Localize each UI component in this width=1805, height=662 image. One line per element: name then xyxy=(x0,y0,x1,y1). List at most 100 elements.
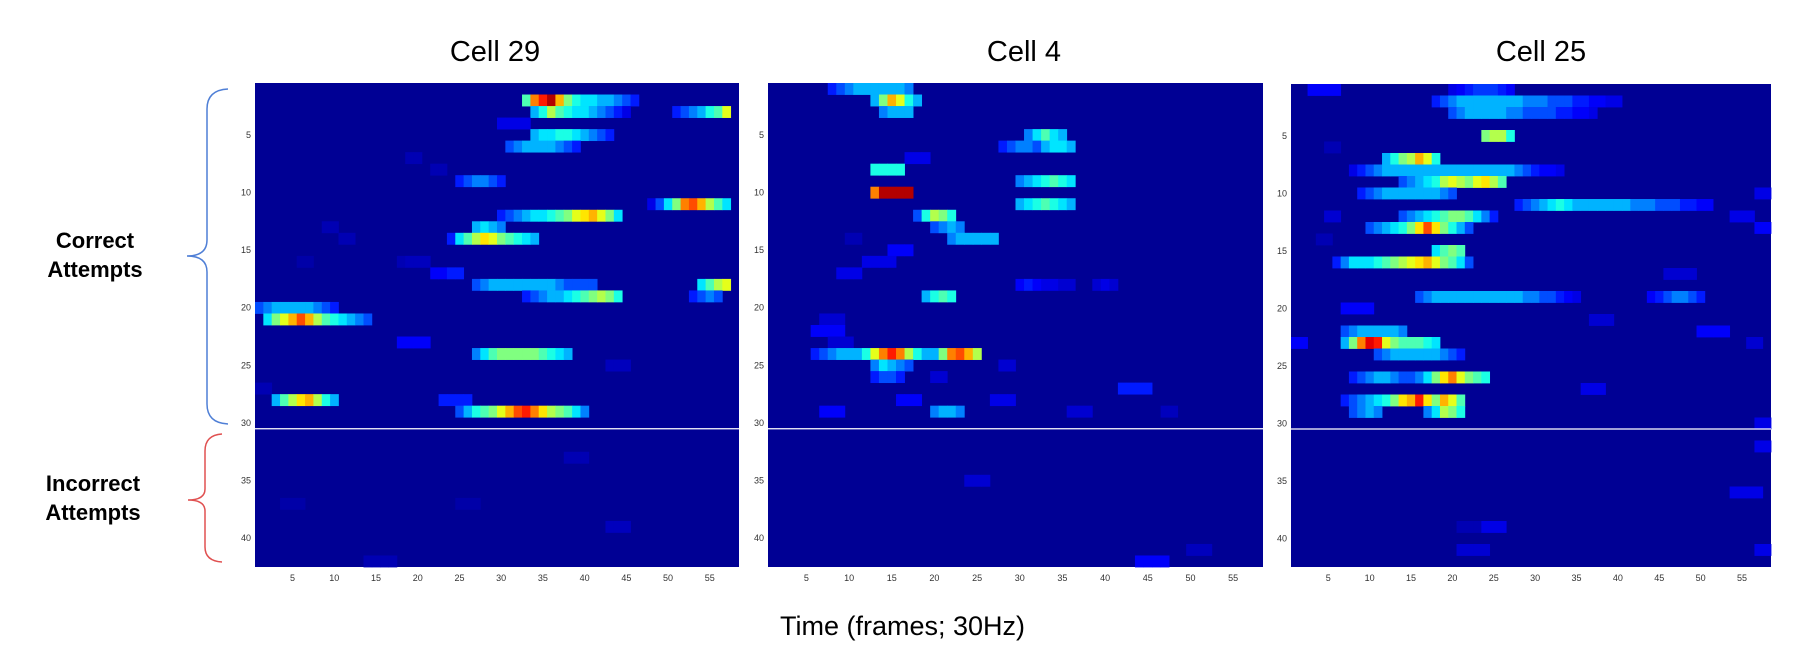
heatmap-cell xyxy=(471,232,481,245)
x-axis-label: Time (frames; 30Hz) xyxy=(779,611,1026,641)
heatmap-cell xyxy=(1481,521,1491,533)
heatmap-cell xyxy=(1382,371,1391,384)
x-tick-label: 25 xyxy=(972,573,982,583)
heatmap-cell xyxy=(836,348,846,360)
heatmap-cell xyxy=(338,232,348,245)
heatmap-cell xyxy=(555,106,565,118)
heatmap-cell xyxy=(1186,543,1196,556)
heatmap-cell xyxy=(1555,199,1565,211)
heatmap-cell xyxy=(1406,256,1416,269)
heatmap-cell xyxy=(580,209,590,222)
heatmap-cell xyxy=(513,117,523,130)
heatmap-cell xyxy=(887,83,897,95)
heatmap-cell xyxy=(1473,521,1482,533)
heatmap-cell xyxy=(363,313,373,326)
heatmap-cell xyxy=(572,129,581,142)
heatmap-cell xyxy=(819,348,829,360)
heatmap-cell xyxy=(555,290,565,303)
heatmap-cell xyxy=(1315,84,1325,96)
x-tick-label: 25 xyxy=(1489,573,1499,583)
heatmap-cell xyxy=(1506,291,1515,303)
heatmap-cell xyxy=(1324,84,1333,96)
heatmap-cell xyxy=(1415,348,1424,361)
heatmap-cell xyxy=(1315,233,1325,246)
heatmap-cell xyxy=(505,278,515,291)
heatmap-cell xyxy=(1448,245,1457,257)
heatmap-cell xyxy=(1431,394,1441,407)
heatmap-cell xyxy=(463,405,473,418)
y-tick-label: 10 xyxy=(754,187,764,197)
heatmap-cell xyxy=(1473,176,1482,188)
heatmap-cell xyxy=(887,371,897,384)
heatmap-cell xyxy=(1049,198,1059,211)
heatmap-cell xyxy=(1679,268,1689,280)
heatmap-cell xyxy=(438,163,448,176)
heatmap-cell xyxy=(346,313,356,326)
heatmap-cell xyxy=(1489,107,1499,119)
heatmap-cell xyxy=(555,348,565,360)
heatmap-cell xyxy=(896,83,905,95)
heatmap-cell xyxy=(1613,199,1623,211)
heatmap-cell xyxy=(1464,222,1474,234)
heatmap-cell xyxy=(563,451,573,464)
y-tick-label: 10 xyxy=(1277,188,1287,198)
heatmap-cell xyxy=(989,232,999,245)
x-tick-label: 30 xyxy=(1015,573,1025,583)
heatmap-cell xyxy=(1464,291,1474,303)
heatmap-cell xyxy=(1448,222,1457,234)
x-tick-label: 25 xyxy=(454,573,464,583)
heatmap-cell xyxy=(1646,199,1656,211)
heatmap-cell xyxy=(530,290,540,303)
heatmap-cell xyxy=(613,209,623,222)
heatmap-cell xyxy=(463,497,473,510)
heatmap-cell xyxy=(1497,130,1507,142)
heatmap-cell xyxy=(288,313,298,326)
heatmap-cell xyxy=(530,209,540,222)
heatmap-cell xyxy=(605,359,615,372)
heatmap-cell xyxy=(572,106,581,118)
heatmap-cell xyxy=(1481,371,1491,384)
x-tick-label: 55 xyxy=(705,573,715,583)
heatmap-cell xyxy=(964,348,974,360)
heatmap-cell xyxy=(1456,256,1466,269)
heatmap-cell xyxy=(680,198,690,211)
heatmap-cell xyxy=(896,359,905,372)
heatmap-cell xyxy=(896,371,905,384)
heatmap-cell xyxy=(1456,222,1466,234)
heatmap-cell xyxy=(380,555,389,568)
heatmap-cell xyxy=(1580,107,1590,119)
heatmap-cell xyxy=(1041,175,1051,188)
heatmap-background xyxy=(768,83,1263,567)
x-tick-label: 55 xyxy=(1228,573,1238,583)
heatmap-cell xyxy=(1415,164,1424,177)
heatmap-cell xyxy=(1497,521,1507,533)
heatmap-cell xyxy=(305,394,314,407)
heatmap-cell xyxy=(1746,210,1755,223)
heatmap-cell xyxy=(1439,222,1449,234)
heatmap-cell xyxy=(522,290,531,303)
heatmap-cell xyxy=(572,209,581,222)
heatmap-cell xyxy=(836,325,846,337)
heatmap-cell xyxy=(497,232,506,245)
heatmap-cell xyxy=(588,129,598,142)
heatmap-cell xyxy=(1754,417,1764,430)
heatmap-cell xyxy=(878,359,888,372)
heatmap-cell xyxy=(497,278,506,291)
y-tick-label: 25 xyxy=(754,360,764,370)
heatmap-cell xyxy=(647,198,656,211)
heatmap-cell xyxy=(1671,199,1681,211)
heatmap-cell xyxy=(1456,95,1466,108)
heatmap-cell xyxy=(1448,348,1457,361)
heatmap-cell xyxy=(887,244,897,257)
heatmap-cell xyxy=(1024,175,1033,188)
heatmap-cell xyxy=(1015,140,1025,153)
heatmap-cell xyxy=(413,255,423,268)
heatmap-cell xyxy=(1448,371,1457,384)
heatmap-cell xyxy=(580,405,590,418)
heatmap-cell xyxy=(1762,417,1772,430)
heatmap-cell xyxy=(1365,371,1375,384)
heatmap-cell xyxy=(836,83,846,95)
heatmap-cell xyxy=(396,336,406,349)
